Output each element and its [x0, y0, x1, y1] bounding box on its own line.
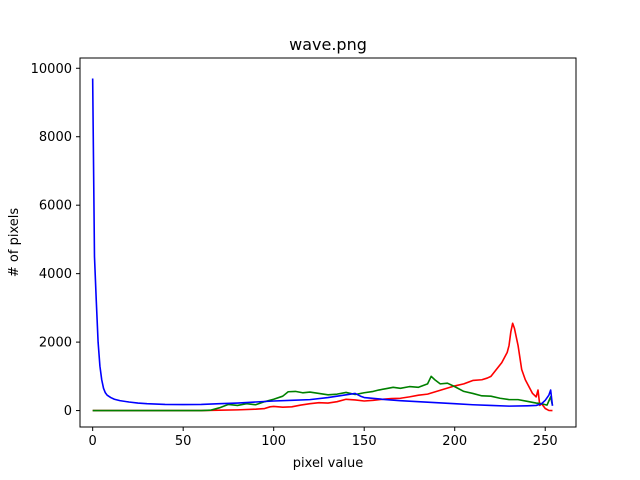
- y-tick-label: 10000: [31, 62, 72, 77]
- chart-title: wave.png: [289, 35, 367, 54]
- series-line-3: [91, 78, 554, 407]
- series-lines: [91, 78, 554, 412]
- series-line-2: [92, 375, 554, 412]
- y-tick-label: 4000: [39, 267, 72, 282]
- x-tick-label: 50: [175, 434, 192, 449]
- y-tick-label: 8000: [39, 130, 72, 145]
- x-tick-label: 150: [352, 434, 377, 449]
- x-tick-label: 250: [533, 434, 558, 449]
- y-tick-label: 2000: [39, 336, 72, 351]
- x-axis-label: pixel value: [293, 456, 363, 471]
- y-axis-label: # of pixels: [7, 208, 22, 277]
- x-tick-label: 200: [442, 434, 467, 449]
- y-tick-label: 0: [64, 404, 72, 419]
- series-line-1: [92, 322, 553, 412]
- x-ticks: 0 50 100 150 200 250: [89, 427, 558, 449]
- axes-frame: [79, 57, 577, 428]
- x-tick-label: 100: [261, 434, 286, 449]
- y-ticks: 0 2000 4000 6000 8000 10000: [31, 62, 80, 419]
- y-tick-label: 6000: [39, 199, 72, 214]
- x-tick-label: 0: [89, 434, 97, 449]
